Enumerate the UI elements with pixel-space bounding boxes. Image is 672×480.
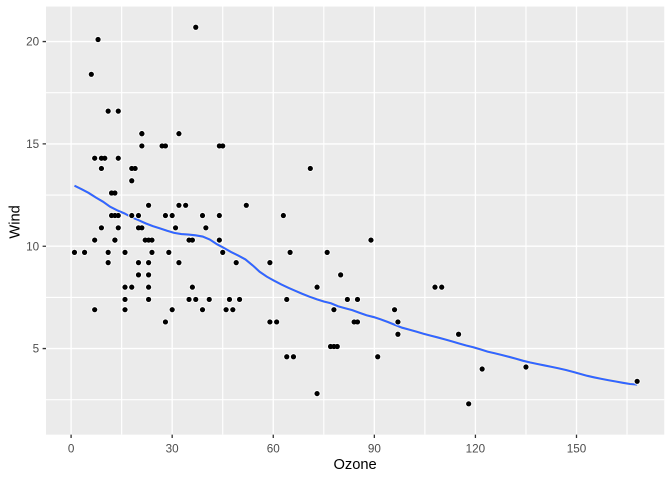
svg-text:Ozone: Ozone xyxy=(333,457,376,473)
svg-text:90: 90 xyxy=(368,443,382,456)
svg-text:Wind: Wind xyxy=(7,205,23,238)
svg-text:150: 150 xyxy=(567,443,587,456)
svg-text:15: 15 xyxy=(26,138,40,151)
svg-text:120: 120 xyxy=(466,443,486,456)
svg-text:60: 60 xyxy=(267,443,281,456)
svg-text:30: 30 xyxy=(166,443,180,456)
svg-text:0: 0 xyxy=(68,443,75,456)
svg-text:20: 20 xyxy=(26,36,40,49)
svg-text:5: 5 xyxy=(33,343,40,356)
svg-text:10: 10 xyxy=(26,240,40,253)
